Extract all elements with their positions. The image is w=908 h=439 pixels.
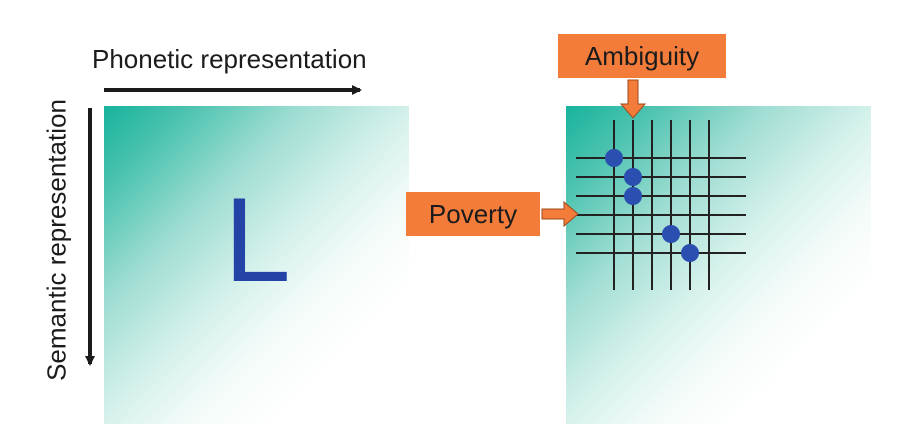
poverty-callout: Poverty	[406, 192, 540, 236]
lattice-point	[605, 149, 623, 167]
lattice-point	[681, 244, 699, 262]
lattice-point	[624, 187, 642, 205]
lattice-point	[662, 225, 680, 243]
left-gradient	[104, 106, 409, 424]
lattice-point	[624, 168, 642, 186]
grid-lines	[576, 120, 746, 290]
ambiguity-arrow	[619, 79, 647, 119]
language-letter: L	[224, 173, 291, 307]
poverty-arrow	[541, 200, 579, 228]
left-language-panel	[104, 106, 409, 424]
grid-points	[605, 149, 699, 262]
phonetic-axis-label: Phonetic representation	[92, 44, 367, 74]
ambiguity-callout: Ambiguity	[558, 34, 726, 78]
